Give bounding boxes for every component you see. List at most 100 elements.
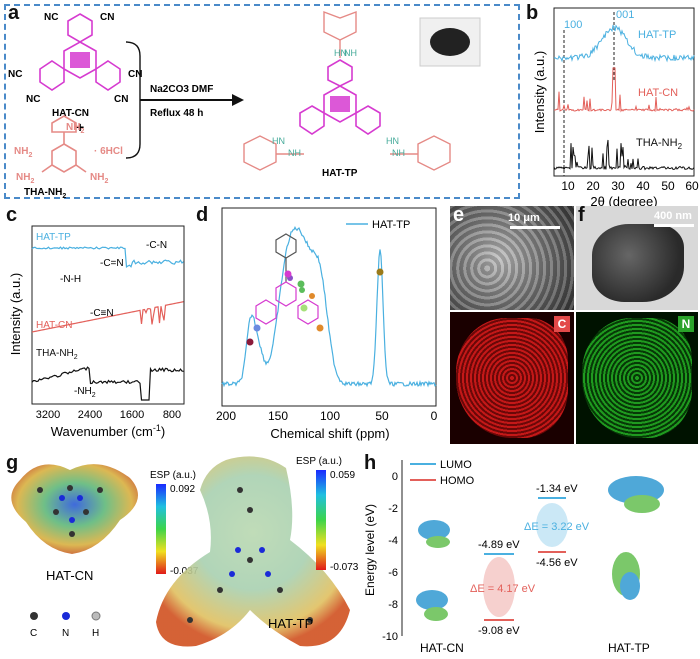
xrd-series-tp	[553, 24, 695, 63]
xrd-series-nh2	[553, 139, 695, 171]
tem-image: 400 nm	[576, 206, 698, 310]
ir-xticks: 3200 2400 1600 800	[36, 409, 181, 421]
nh-1: NH	[344, 48, 357, 58]
homo-legend: HOMO	[440, 475, 475, 487]
ir-series-nh2	[31, 366, 184, 401]
hat-cn-n-atoms	[59, 495, 83, 523]
tp-lumo-value: -1.34 eV	[536, 483, 578, 495]
ir-ylabel: Intensity (a.u.)	[8, 273, 23, 355]
panel-g-label: g	[6, 452, 19, 474]
sem-scale-bar	[510, 226, 560, 229]
tp-homo-value: -4.56 eV	[536, 557, 578, 569]
plus-sign: +	[76, 119, 84, 135]
xrd-xlabel: 2θ (degree)	[590, 194, 657, 209]
xrd-label-tp: HAT-TP	[638, 29, 676, 41]
cn-gap-value: ΔE = 4.17 eV	[470, 583, 536, 595]
cn-lumo-orbital	[418, 520, 450, 548]
hat-tp-esp-name: HAT-TP	[268, 616, 313, 631]
tha-nh2-molecule	[41, 115, 87, 173]
tp-lumo-orbital	[608, 476, 664, 513]
nh2-label-1: NH2	[66, 122, 84, 135]
hat-tp-esp-surface	[156, 456, 350, 647]
powder-sample	[430, 28, 470, 56]
nmr-marker-blue	[253, 324, 261, 332]
cn-label-4: CN	[128, 69, 142, 80]
tp-gap-ellipse	[536, 503, 568, 547]
panel-a-frame	[4, 4, 520, 199]
nh2-label-3: NH2	[16, 172, 34, 185]
peak001-label: 001	[616, 9, 634, 21]
panel-d-axes	[221, 207, 437, 407]
nmr-marker-lightgreen	[300, 304, 308, 312]
xrd-tick-30: 30	[611, 179, 625, 193]
cn-label-1: NC	[44, 12, 58, 23]
hat-cn-esp-surface	[11, 464, 138, 554]
nmr-spectrum	[221, 226, 437, 388]
atom-c-dot	[30, 612, 38, 620]
peak100-label: 100	[564, 19, 582, 31]
n-element-tag: N	[678, 316, 694, 332]
cn-homo-value: -9.08 eV	[478, 625, 520, 637]
panel-d-label: d	[196, 204, 209, 226]
nmr-marker-maroon	[246, 338, 254, 346]
n-map-area	[582, 318, 692, 438]
ir-xlabel: Wavenumber (cm-1)	[51, 423, 165, 439]
xrd-tick-60: 60	[685, 179, 699, 193]
panel-g-esp: HAT-CN ESP (a.u.) 0.092 -0.037 C N H HAT…	[11, 456, 359, 647]
cn-label-3: NC	[8, 69, 22, 80]
ann-ctriple: -C≡N	[90, 308, 114, 319]
hat-tp-atoms	[187, 487, 313, 623]
nmr-marker-green-a	[297, 280, 305, 288]
panel-h-label: h	[364, 452, 377, 474]
hn-2: HN	[272, 136, 285, 146]
panel-e-label: e	[453, 204, 465, 226]
sem-scale-text: 10 μm	[508, 212, 540, 224]
c-element-tag: C	[554, 316, 570, 332]
panel-h-energy: 0 -2 -4 -6 -8 -10 Energy level (eV) LUMO…	[363, 459, 664, 655]
cn-homo-orbital	[416, 590, 448, 621]
n-mapping: N	[576, 312, 698, 444]
hcl-label: · 6HCl	[94, 146, 123, 157]
atom-h-label: H	[92, 628, 99, 639]
nmr-tick-200: 200	[216, 409, 236, 423]
nmr-xlabel: Chemical shift (ppm)	[270, 426, 389, 441]
ir-tick-800: 800	[163, 409, 181, 421]
ann-nh: -N-H	[60, 274, 81, 285]
cn-lumo-value: -4.89 eV	[478, 539, 520, 551]
esp-colorbar-right	[316, 470, 326, 570]
c-map-area	[456, 318, 568, 438]
panel-c-axes	[31, 225, 185, 405]
energy-tick-m8: -8	[388, 599, 398, 611]
tp-homo-orbital	[612, 552, 640, 600]
nmr-structure	[255, 233, 319, 325]
hat-cn-molecule	[39, 13, 121, 91]
hat-tp-molecule: HN NH HN NH HN NH HAT-TP	[243, 10, 451, 179]
ir-series-cn	[31, 301, 184, 333]
esp-title-right: ESP (a.u.)	[296, 456, 342, 467]
panel-a-scheme: NC CN NC CN NC CN HAT-CN + NH2 NH2 NH2 N…	[8, 10, 481, 199]
panel-b-axes	[553, 7, 695, 177]
esp-max-left: 0.092	[170, 484, 195, 495]
ann-cn-single: -C-N	[146, 240, 167, 251]
energy-yticks: 0 -2 -4 -6 -8 -10	[382, 471, 398, 643]
energy-tick-0: 0	[392, 471, 398, 483]
nmr-tick-150: 150	[268, 409, 288, 423]
ir-tick-3200: 3200	[36, 409, 60, 421]
panel-b-xrd: 100 001 HAT-TP HAT-CN THA-NH2 10 20 30 4…	[532, 7, 699, 209]
nh-2: NH	[288, 148, 301, 158]
xrd-tick-40: 40	[636, 179, 650, 193]
lumo-legend: LUMO	[440, 459, 472, 471]
energy-ylabel: Energy level (eV)	[363, 504, 377, 596]
ir-label-nh2: THA-NH2	[36, 348, 78, 361]
ir-tick-2400: 2400	[78, 409, 102, 421]
xrd-xticks: 10 20 30 40 50 60	[561, 179, 699, 193]
nmr-xticks: 200 150 100 50 0	[216, 409, 438, 423]
panel-d-nmr: HAT-TP 200 150 100 50 0 Chemical shift (…	[216, 207, 438, 441]
esp-colorbar-left	[156, 484, 166, 574]
nmr-marker-orange	[316, 324, 324, 332]
xrd-label-nh2: THA-NH2	[636, 137, 683, 151]
panel-f-label: f	[578, 204, 585, 226]
energy-tp-name: HAT-TP	[608, 641, 650, 655]
esp-title-left: ESP (a.u.)	[150, 470, 196, 481]
hat-cn-esp-name: HAT-CN	[46, 568, 93, 583]
